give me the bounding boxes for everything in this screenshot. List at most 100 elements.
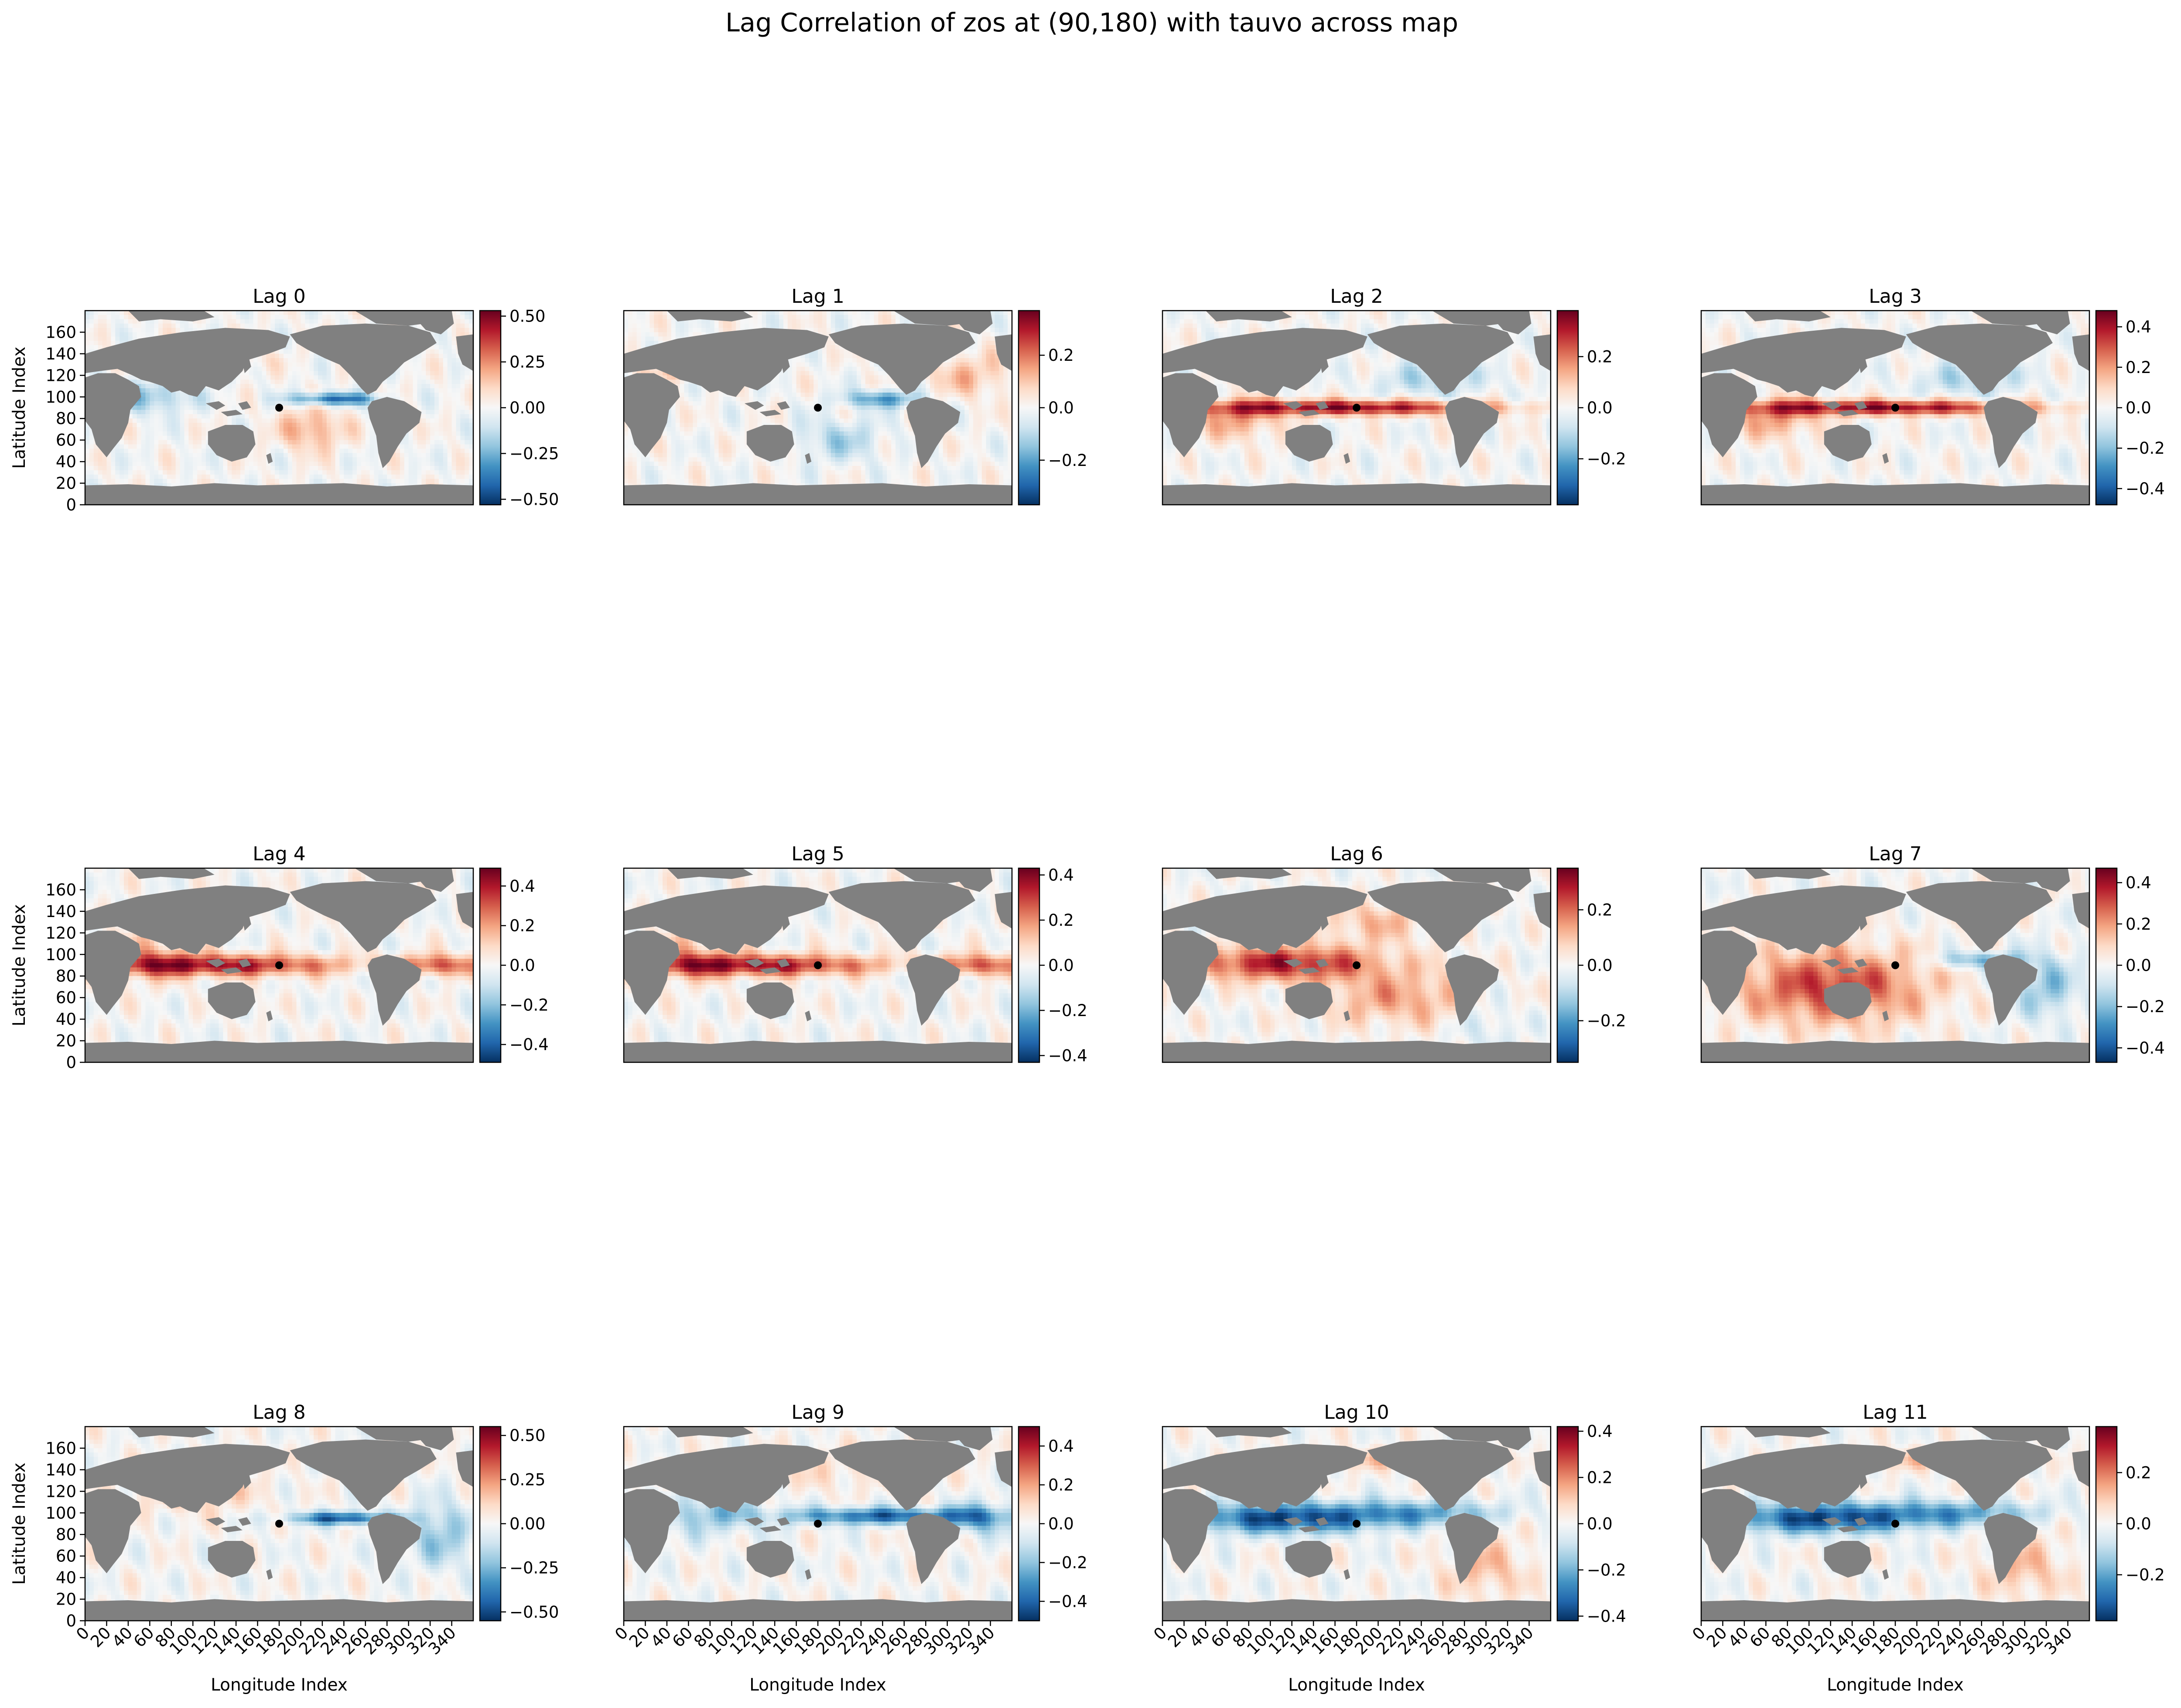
heatmap-cell xyxy=(283,319,288,324)
heatmap-cell xyxy=(270,392,275,397)
heatmap-cell xyxy=(438,345,444,350)
heatmap-cell xyxy=(874,319,879,324)
heatmap-cell xyxy=(128,470,133,475)
heatmap-cell xyxy=(826,315,831,320)
heatmap-cell xyxy=(244,323,250,329)
heatmap-cell xyxy=(326,418,332,423)
heatmap-cell xyxy=(451,444,457,449)
heatmap-cell xyxy=(451,319,457,324)
heatmap-cell xyxy=(124,479,129,484)
heatmap-cell xyxy=(309,353,314,359)
heatmap-cell xyxy=(253,319,258,324)
heatmap-cell xyxy=(443,349,448,354)
heatmap-cell xyxy=(762,315,766,320)
heatmap-cell xyxy=(89,470,94,475)
heatmap-cell xyxy=(124,332,129,337)
heatmap-cell xyxy=(275,427,280,432)
heatmap-cell xyxy=(417,462,422,466)
heatmap-cell xyxy=(352,423,357,428)
heatmap-cell xyxy=(779,315,784,320)
heatmap-cell xyxy=(292,323,297,329)
heatmap-cell xyxy=(223,392,228,397)
heatmap-cell xyxy=(369,392,375,397)
heatmap-cell xyxy=(279,440,284,445)
heatmap-cell xyxy=(434,397,439,402)
heatmap-cell xyxy=(447,457,452,462)
heatmap-cell xyxy=(339,371,344,376)
heatmap-cell xyxy=(244,418,250,423)
heatmap-cell xyxy=(275,392,280,397)
heatmap-cell xyxy=(438,341,444,346)
heatmap-cell xyxy=(835,311,840,315)
heatmap-cell xyxy=(383,392,387,397)
heatmap-cell xyxy=(624,323,629,329)
heatmap-cell xyxy=(348,397,353,402)
heatmap-cell xyxy=(150,435,154,441)
heatmap-cell xyxy=(413,371,418,376)
heatmap-cell xyxy=(257,423,263,428)
heatmap-cell xyxy=(469,328,473,333)
heatmap-cell xyxy=(158,401,163,406)
heatmap-cell xyxy=(137,457,142,462)
heatmap-cell xyxy=(443,345,448,350)
heatmap-cell xyxy=(257,384,263,389)
heatmap-cell xyxy=(253,479,258,484)
heatmap-cell xyxy=(357,444,362,449)
heatmap-cell xyxy=(188,479,193,484)
heatmap-cell xyxy=(301,315,305,320)
heatmap-cell xyxy=(283,380,288,384)
heatmap-cell xyxy=(469,453,473,458)
heatmap-cell xyxy=(848,349,853,354)
heatmap-cell xyxy=(322,410,327,414)
heatmap-cell xyxy=(283,323,288,329)
heatmap-cell xyxy=(296,405,301,411)
heatmap-cell xyxy=(120,448,124,453)
heatmap-cell xyxy=(413,474,418,479)
heatmap-cell xyxy=(301,375,305,380)
heatmap-cell xyxy=(314,401,318,406)
heatmap-cell xyxy=(650,319,654,324)
heatmap-cell xyxy=(292,384,297,389)
heatmap-cell xyxy=(326,358,332,363)
heatmap-cell xyxy=(1003,315,1008,320)
heatmap-cell xyxy=(197,448,202,453)
heatmap-cell xyxy=(296,319,301,324)
heatmap-cell xyxy=(279,479,284,484)
heatmap-cell xyxy=(365,319,370,324)
heatmap-cell xyxy=(348,457,353,462)
heatmap-cell xyxy=(266,444,271,449)
heatmap-cell xyxy=(120,311,124,315)
heatmap-cell xyxy=(369,444,375,449)
heatmap-cell xyxy=(408,444,414,449)
heatmap-cell xyxy=(253,371,258,376)
heatmap-cell xyxy=(89,332,94,337)
heatmap-cell xyxy=(262,315,267,320)
heatmap-cell xyxy=(417,457,422,462)
heatmap-cell xyxy=(339,315,344,320)
heatmap-cell xyxy=(434,362,439,367)
heatmap-cell xyxy=(421,435,426,441)
heatmap-cell xyxy=(175,328,181,333)
heatmap-cell xyxy=(460,328,465,333)
heatmap-cell xyxy=(344,453,349,458)
heatmap-cell xyxy=(163,462,168,466)
heatmap-cell xyxy=(977,349,982,354)
heatmap-cell xyxy=(309,358,314,363)
heatmap-cell xyxy=(270,466,275,471)
heatmap-cell xyxy=(137,427,142,432)
heatmap-cell xyxy=(89,345,94,350)
heatmap-cell xyxy=(89,371,94,376)
heatmap-cell xyxy=(85,332,90,337)
heatmap-cell xyxy=(158,462,163,466)
heatmap-cell xyxy=(339,448,344,453)
heatmap-cell xyxy=(322,405,327,411)
heatmap-cell xyxy=(283,431,288,436)
heatmap-cell xyxy=(365,397,370,402)
heatmap-cell xyxy=(180,435,185,441)
heatmap-cell xyxy=(365,466,370,471)
heatmap-cell xyxy=(227,414,232,419)
heatmap-cell xyxy=(205,405,211,411)
heatmap-cell xyxy=(460,332,465,337)
heatmap-cell xyxy=(426,366,431,372)
heatmap-cell xyxy=(205,470,211,475)
